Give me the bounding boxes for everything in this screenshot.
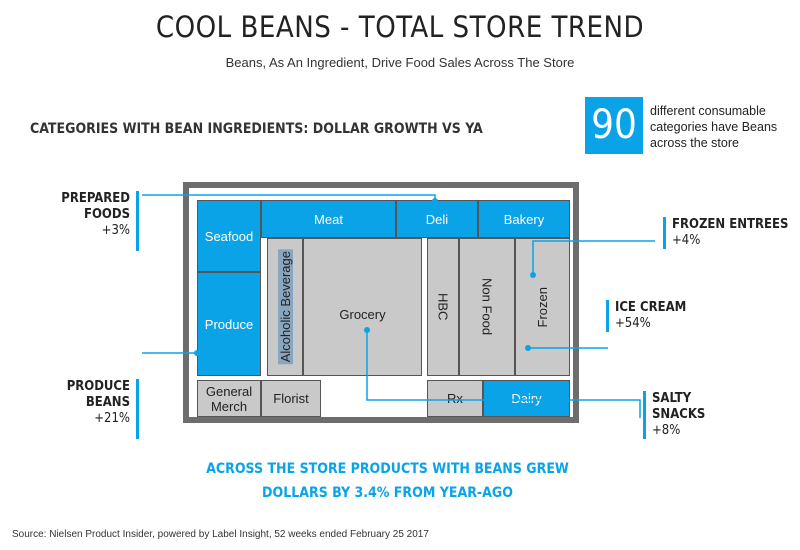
cell-general-merch: General Merch [197,380,261,417]
callout-produce-beans-label: PRODUCE BEANS [66,379,130,410]
callout-prepared-foods: PREPARED FOODS +3% [60,191,139,251]
cell-grocery-label: Grocery [339,307,386,322]
cell-frozen: Frozen [515,238,570,376]
store-layout: Seafood Meat Deli Bakery Produce Alcohol… [183,182,579,423]
callout-produce-beans: PRODUCE BEANS +21% [60,379,139,439]
cell-meat: Meat [261,200,396,238]
cell-alcoholic-beverage: Alcoholic Beverage [267,238,303,376]
cell-hbc: HBC [427,238,459,376]
cell-rx: Rx [427,380,483,417]
cell-deli-label: Deli [425,211,449,227]
callout-prepared-foods-label: PREPARED FOODS [61,191,130,222]
growth-line-2: DOLLARS BY 3.4% FROM YEAR-AGO [262,485,513,501]
callout-salty-snacks: SALTY SNACKS +8% [643,391,712,439]
growth-line-1: ACROSS THE STORE PRODUCTS WITH BEANS GRE… [206,461,569,477]
growth-statement: ACROSS THE STORE PRODUCTS WITH BEANS GRE… [0,457,775,505]
source-note: Source: Nielsen Product Insider, powered… [12,529,429,540]
callout-frozen-entrees-value: +4% [672,233,701,248]
page-title: COOL BEANS - TOTAL STORE TREND [155,10,645,44]
cell-hbc-label: HBC [435,293,451,321]
cell-dairy: Dairy [483,380,570,417]
cell-non-food: Non Food [459,238,515,376]
cell-seafood: Seafood [197,200,261,272]
callout-produce-beans-value: +21% [94,411,130,426]
cell-frozen-label: Frozen [535,286,550,328]
callout-prepared-foods-value: +3% [101,223,130,238]
cell-bakery-label: Bakery [503,211,545,227]
cell-meat-label: Meat [314,211,343,227]
cell-rx-label: Rx [447,391,463,406]
cell-deli: Deli [396,200,478,238]
cell-bakery: Bakery [478,200,570,238]
cell-grocery: Grocery [303,238,422,376]
cell-non-food-label: Non Food [479,278,495,336]
callout-frozen-entrees-label: FROZEN ENTREES [672,217,789,232]
cell-produce: Produce [197,272,261,376]
cell-seafood-label: Seafood [204,228,254,244]
callout-frozen-entrees: FROZEN ENTREES +4% [663,217,797,249]
cell-florist: Florist [261,380,321,417]
cell-general-merch-label: General Merch [205,383,253,414]
callout-salty-snacks-label: SALTY SNACKS [652,391,706,422]
cell-florist-label: Florist [273,391,309,406]
section-heading: CATEGORIES WITH BEAN INGREDIENTS: DOLLAR… [30,121,483,137]
callout-ice-cream-value: +54% [615,316,651,331]
page-subtitle: Beans, As An Ingredient, Drive Food Sale… [225,55,575,70]
cell-alcoholic-beverage-label: Alcoholic Beverage [277,249,293,365]
stat-text: different consumable categories have Bea… [650,104,778,150]
callout-salty-snacks-value: +8% [652,423,681,438]
cell-produce-label: Produce [204,316,254,332]
callout-ice-cream: ICE CREAM +54% [606,300,705,332]
cell-dairy-label: Dairy [511,391,542,406]
callout-ice-cream-label: ICE CREAM [615,300,687,315]
stat-number: 90 [585,97,643,154]
